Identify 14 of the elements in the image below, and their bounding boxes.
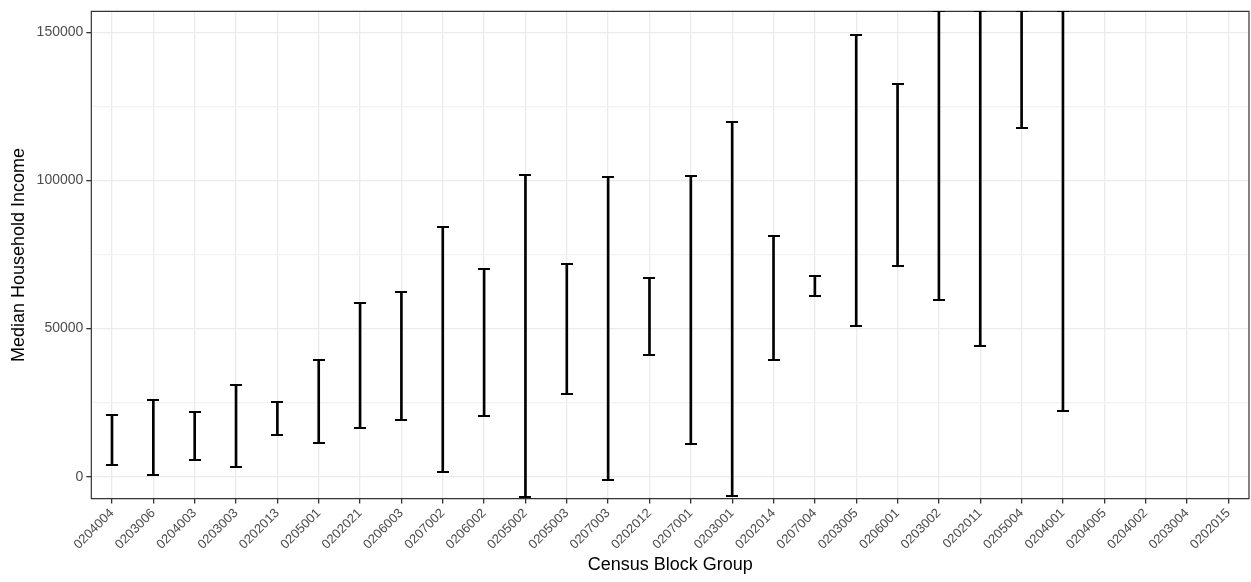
bar — [400, 291, 403, 421]
bar — [152, 399, 155, 476]
x-axis-title: Census Block Group — [587, 554, 753, 575]
bar — [896, 83, 899, 267]
bar — [772, 235, 775, 361]
bar — [1020, 11, 1023, 129]
bar — [648, 277, 651, 355]
y-axis-title: Median Household Income — [7, 147, 28, 363]
y-tick-label: 0 — [75, 467, 84, 484]
y-tick-label: 100000 — [36, 171, 84, 188]
bar — [276, 401, 279, 436]
y-tick-label: 150000 — [36, 23, 84, 40]
y-tick-label: 50000 — [44, 319, 84, 336]
bar — [524, 174, 527, 498]
